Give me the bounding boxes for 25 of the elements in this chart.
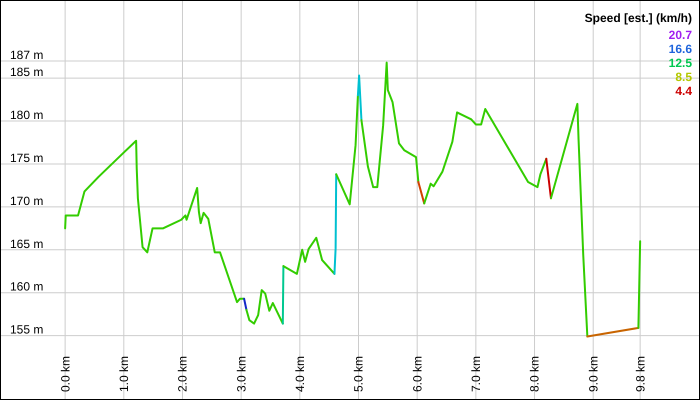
x-tick-label: 6.0 km (410, 356, 424, 392)
annotation: Speed [est.] (km/h) (584, 11, 692, 25)
annotation: 4.4 (675, 84, 692, 98)
x-tick-label: 1.0 km (117, 356, 132, 392)
x-tick-label: 9.0 km (586, 356, 600, 392)
x-tick-label: 9.8 km (633, 356, 648, 392)
y-tick-label: 185 m (10, 65, 44, 80)
y-tick-label: 175 m (10, 150, 44, 165)
x-tick-label: 4.0 km (293, 356, 308, 392)
annotation: 20.7 (668, 28, 692, 42)
y-tick-label: 160 m (10, 280, 44, 294)
y-tick-label: 170 m (10, 194, 44, 208)
y-tick-label: 187 m (10, 48, 44, 62)
annotation: 8.5 (675, 70, 692, 84)
x-tick-label: 3.0 km (234, 356, 248, 392)
x-tick-label: 8.0 km (528, 356, 542, 392)
x-tick-label: 0.0 km (58, 356, 72, 392)
x-tick-label: 2.0 km (176, 356, 190, 392)
x-tick-label: 5.0 km (352, 356, 366, 392)
y-tick-label: 155 m (10, 322, 44, 337)
y-tick-label: 180 m (10, 108, 44, 122)
y-tick-label: 165 m (10, 236, 44, 251)
annotation: 12.5 (668, 56, 692, 70)
annotation: 16.6 (668, 42, 692, 56)
x-tick-label: 7.0 km (469, 356, 484, 392)
